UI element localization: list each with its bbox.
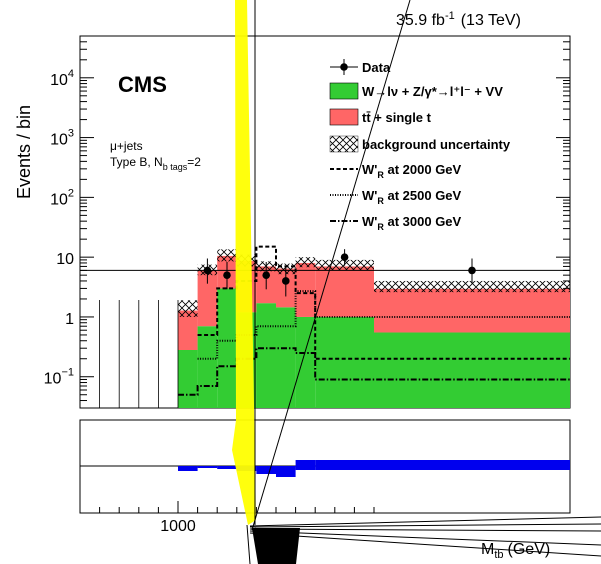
legend-entry-data: Data bbox=[330, 59, 391, 75]
ratio-bar bbox=[315, 460, 374, 470]
bar-wjets bbox=[276, 307, 296, 408]
scribble-line-g bbox=[251, 527, 271, 564]
bar-ttbar bbox=[374, 288, 570, 333]
bar-wjets bbox=[256, 303, 276, 408]
luminosity-label: 35.9 fb-1 (13 TeV) bbox=[396, 10, 521, 29]
legend-entry-signal-3000: W'R at 3000 GeV bbox=[330, 214, 462, 232]
legend-label-signal-3000: W'R at 3000 GeV bbox=[362, 214, 462, 232]
scribble-line-f bbox=[246, 524, 251, 564]
legend-label-data: Data bbox=[362, 60, 391, 75]
y-tick-label: 103 bbox=[50, 128, 74, 149]
data-point bbox=[203, 266, 212, 275]
legend-entry-ttbar: tt̄ + single t bbox=[329, 108, 432, 126]
bar-ttbar bbox=[178, 310, 198, 351]
experiment-label: CMS bbox=[118, 72, 167, 97]
category-label: Type B, Nb tags=2 bbox=[110, 155, 201, 172]
data-points bbox=[80, 249, 570, 297]
ratio-bar bbox=[217, 466, 237, 469]
bar-wjets bbox=[295, 316, 316, 408]
x-axis-ticks: 1000 bbox=[99, 501, 571, 535]
signal-curves bbox=[178, 245, 570, 396]
bar-wjets bbox=[374, 332, 570, 408]
legend-label-signal-2500: W'R at 2500 GeV bbox=[362, 188, 462, 206]
scribble-line-c bbox=[249, 530, 601, 546]
scribble-line-a bbox=[249, 523, 601, 528]
scribble-line-e bbox=[249, 516, 601, 527]
uncertainty-band bbox=[374, 280, 570, 293]
legend-label-wjets: W→lν + Z/γ*→l⁺l⁻ + VV bbox=[362, 84, 503, 99]
uncertainty-band bbox=[217, 249, 237, 262]
signal-curve-0 bbox=[197, 245, 570, 360]
data-point bbox=[282, 277, 290, 285]
signal-curve-1 bbox=[197, 290, 570, 360]
bar-ttbar bbox=[197, 270, 218, 327]
signal-curve-2 bbox=[178, 347, 570, 396]
legend-label-signal-2000: W'R at 2000 GeV bbox=[362, 162, 462, 180]
ratio-bar bbox=[197, 466, 218, 468]
x-axis-label: Mtb (GeV) bbox=[481, 541, 550, 561]
ratio-bar bbox=[295, 460, 316, 470]
bar-wjets bbox=[217, 288, 237, 408]
legend-label-uncertainty: background uncertainty bbox=[362, 137, 511, 152]
bar-ttbar bbox=[295, 262, 316, 317]
bar-wjets bbox=[315, 316, 374, 408]
y-tick-label: 102 bbox=[50, 187, 74, 208]
data-point bbox=[468, 266, 476, 275]
y-tick-label: 104 bbox=[50, 68, 74, 89]
ratio-bar bbox=[276, 466, 296, 477]
scribble-line-h bbox=[254, 527, 286, 564]
bar-ttbar bbox=[315, 266, 374, 317]
uncertainty-band bbox=[178, 300, 198, 317]
legend-entry-signal-2000: W'R at 2000 GeV bbox=[330, 162, 462, 180]
uncertainty-band bbox=[295, 257, 316, 268]
x-tick-label: 1000 bbox=[160, 518, 196, 535]
legend-entry-uncertainty: background uncertainty bbox=[329, 135, 511, 153]
channel-label: μ+jets bbox=[110, 139, 143, 153]
legend: Data W→lν + Z/γ*→l⁺l⁻ + VV tt̄ + single … bbox=[329, 59, 511, 232]
scribble-line-b bbox=[249, 528, 601, 532]
ratio-bar bbox=[256, 466, 276, 474]
ratio-bar bbox=[374, 460, 570, 470]
data-point bbox=[223, 271, 231, 279]
diagonal-annotation-line bbox=[251, 0, 411, 531]
scribble-line-d bbox=[249, 532, 601, 557]
legend-entry-signal-2500: W'R at 2500 GeV bbox=[330, 188, 462, 206]
data-point bbox=[340, 253, 349, 261]
annotation-overlay bbox=[232, 0, 601, 564]
y-axis-label: Events / bin bbox=[14, 105, 34, 199]
legend-entry-wjets: W→lν + Z/γ*→l⁺l⁻ + VV bbox=[329, 82, 503, 100]
y-tick-label: 10−1 bbox=[44, 367, 74, 388]
black-scribble bbox=[252, 528, 300, 564]
ratio-bar bbox=[178, 466, 198, 471]
stacked-histogram bbox=[99, 249, 570, 408]
yellow-highlight-stroke bbox=[232, 0, 256, 525]
bar-wjets bbox=[178, 350, 198, 408]
bar-wjets bbox=[197, 326, 218, 408]
data-point bbox=[262, 271, 271, 279]
y-tick-label: 10 bbox=[56, 251, 74, 268]
y-tick-label: 1 bbox=[65, 311, 74, 328]
legend-label-ttbar: tt̄ + single t bbox=[362, 110, 432, 125]
